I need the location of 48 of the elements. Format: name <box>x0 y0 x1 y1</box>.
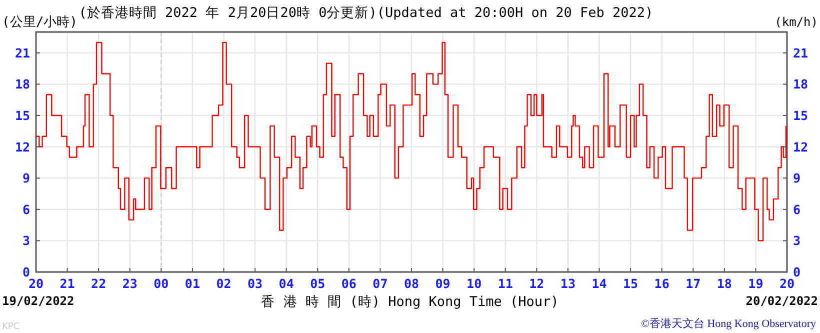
x-tick-label: 20 <box>779 276 795 291</box>
x-tick-label: 06 <box>341 276 356 291</box>
y2-tick-label: 6 <box>793 202 801 217</box>
y-tick-label: 3 <box>22 233 30 248</box>
x-axis-title: 香 港 時 間 (時) Hong Kong Time (Hour) <box>261 294 559 310</box>
x-tick-label: 18 <box>716 276 732 291</box>
x-tick-label: 12 <box>529 276 544 291</box>
y2-tick-label: 18 <box>793 76 808 92</box>
y2-tick-label: 12 <box>793 139 808 154</box>
y2-tick-label: 21 <box>793 45 808 60</box>
y-tick-label: 15 <box>14 108 30 123</box>
y-tick-label: 18 <box>14 76 30 92</box>
x-tick-label: 00 <box>154 276 169 291</box>
x-tick-label: 20 <box>28 276 44 291</box>
x-tick-label: 04 <box>278 276 294 291</box>
x-tick-label: 22 <box>91 276 106 291</box>
y2-axis-title: (km/h) <box>774 15 818 29</box>
x-tick-label: 10 <box>466 276 482 291</box>
y-tick-label: 9 <box>22 170 30 186</box>
x-tick-label: 11 <box>498 276 513 291</box>
x-tick-label: 03 <box>248 276 263 291</box>
y-axis-title: (公里/小時) <box>2 15 78 30</box>
y-tick-label: 12 <box>14 139 30 154</box>
y-tick-label: 6 <box>22 202 30 217</box>
y2-tick-label: 3 <box>793 233 801 248</box>
x-tick-label: 21 <box>60 276 75 291</box>
x-tick-label: 15 <box>623 276 638 291</box>
text: 20/02/2022 <box>746 294 818 308</box>
chart-title: (於香港時間 2022 年 2月20日20時 0分更新)(Updated at 20:00H on 20 Feb 2022) <box>78 5 654 21</box>
x-tick-label: 23 <box>122 276 138 291</box>
text: 19/02/2022 <box>2 294 74 308</box>
x-tick-label: 16 <box>654 276 670 291</box>
x-tick-label: 02 <box>216 276 232 291</box>
y2-tick-label: 0 <box>793 264 801 280</box>
x-tick-label: 14 <box>592 276 607 291</box>
x-tick-label: 09 <box>435 276 450 291</box>
y2-tick-label: 15 <box>793 108 808 123</box>
x-tick-label: 07 <box>372 276 388 291</box>
x-tick-label: 17 <box>686 276 701 291</box>
y-tick-label: 0 <box>22 264 30 280</box>
y-tick-label: 21 <box>14 45 30 60</box>
x-tick-label: 13 <box>560 276 576 291</box>
text: ©香港天文台 Hong Kong Observatory <box>641 317 816 330</box>
x-tick-label: 08 <box>404 276 420 291</box>
x-tick-label: 19 <box>748 276 764 291</box>
x-tick-label: 01 <box>184 276 200 291</box>
x-tick-label: 05 <box>310 276 326 291</box>
y2-tick-label: 9 <box>793 170 801 186</box>
